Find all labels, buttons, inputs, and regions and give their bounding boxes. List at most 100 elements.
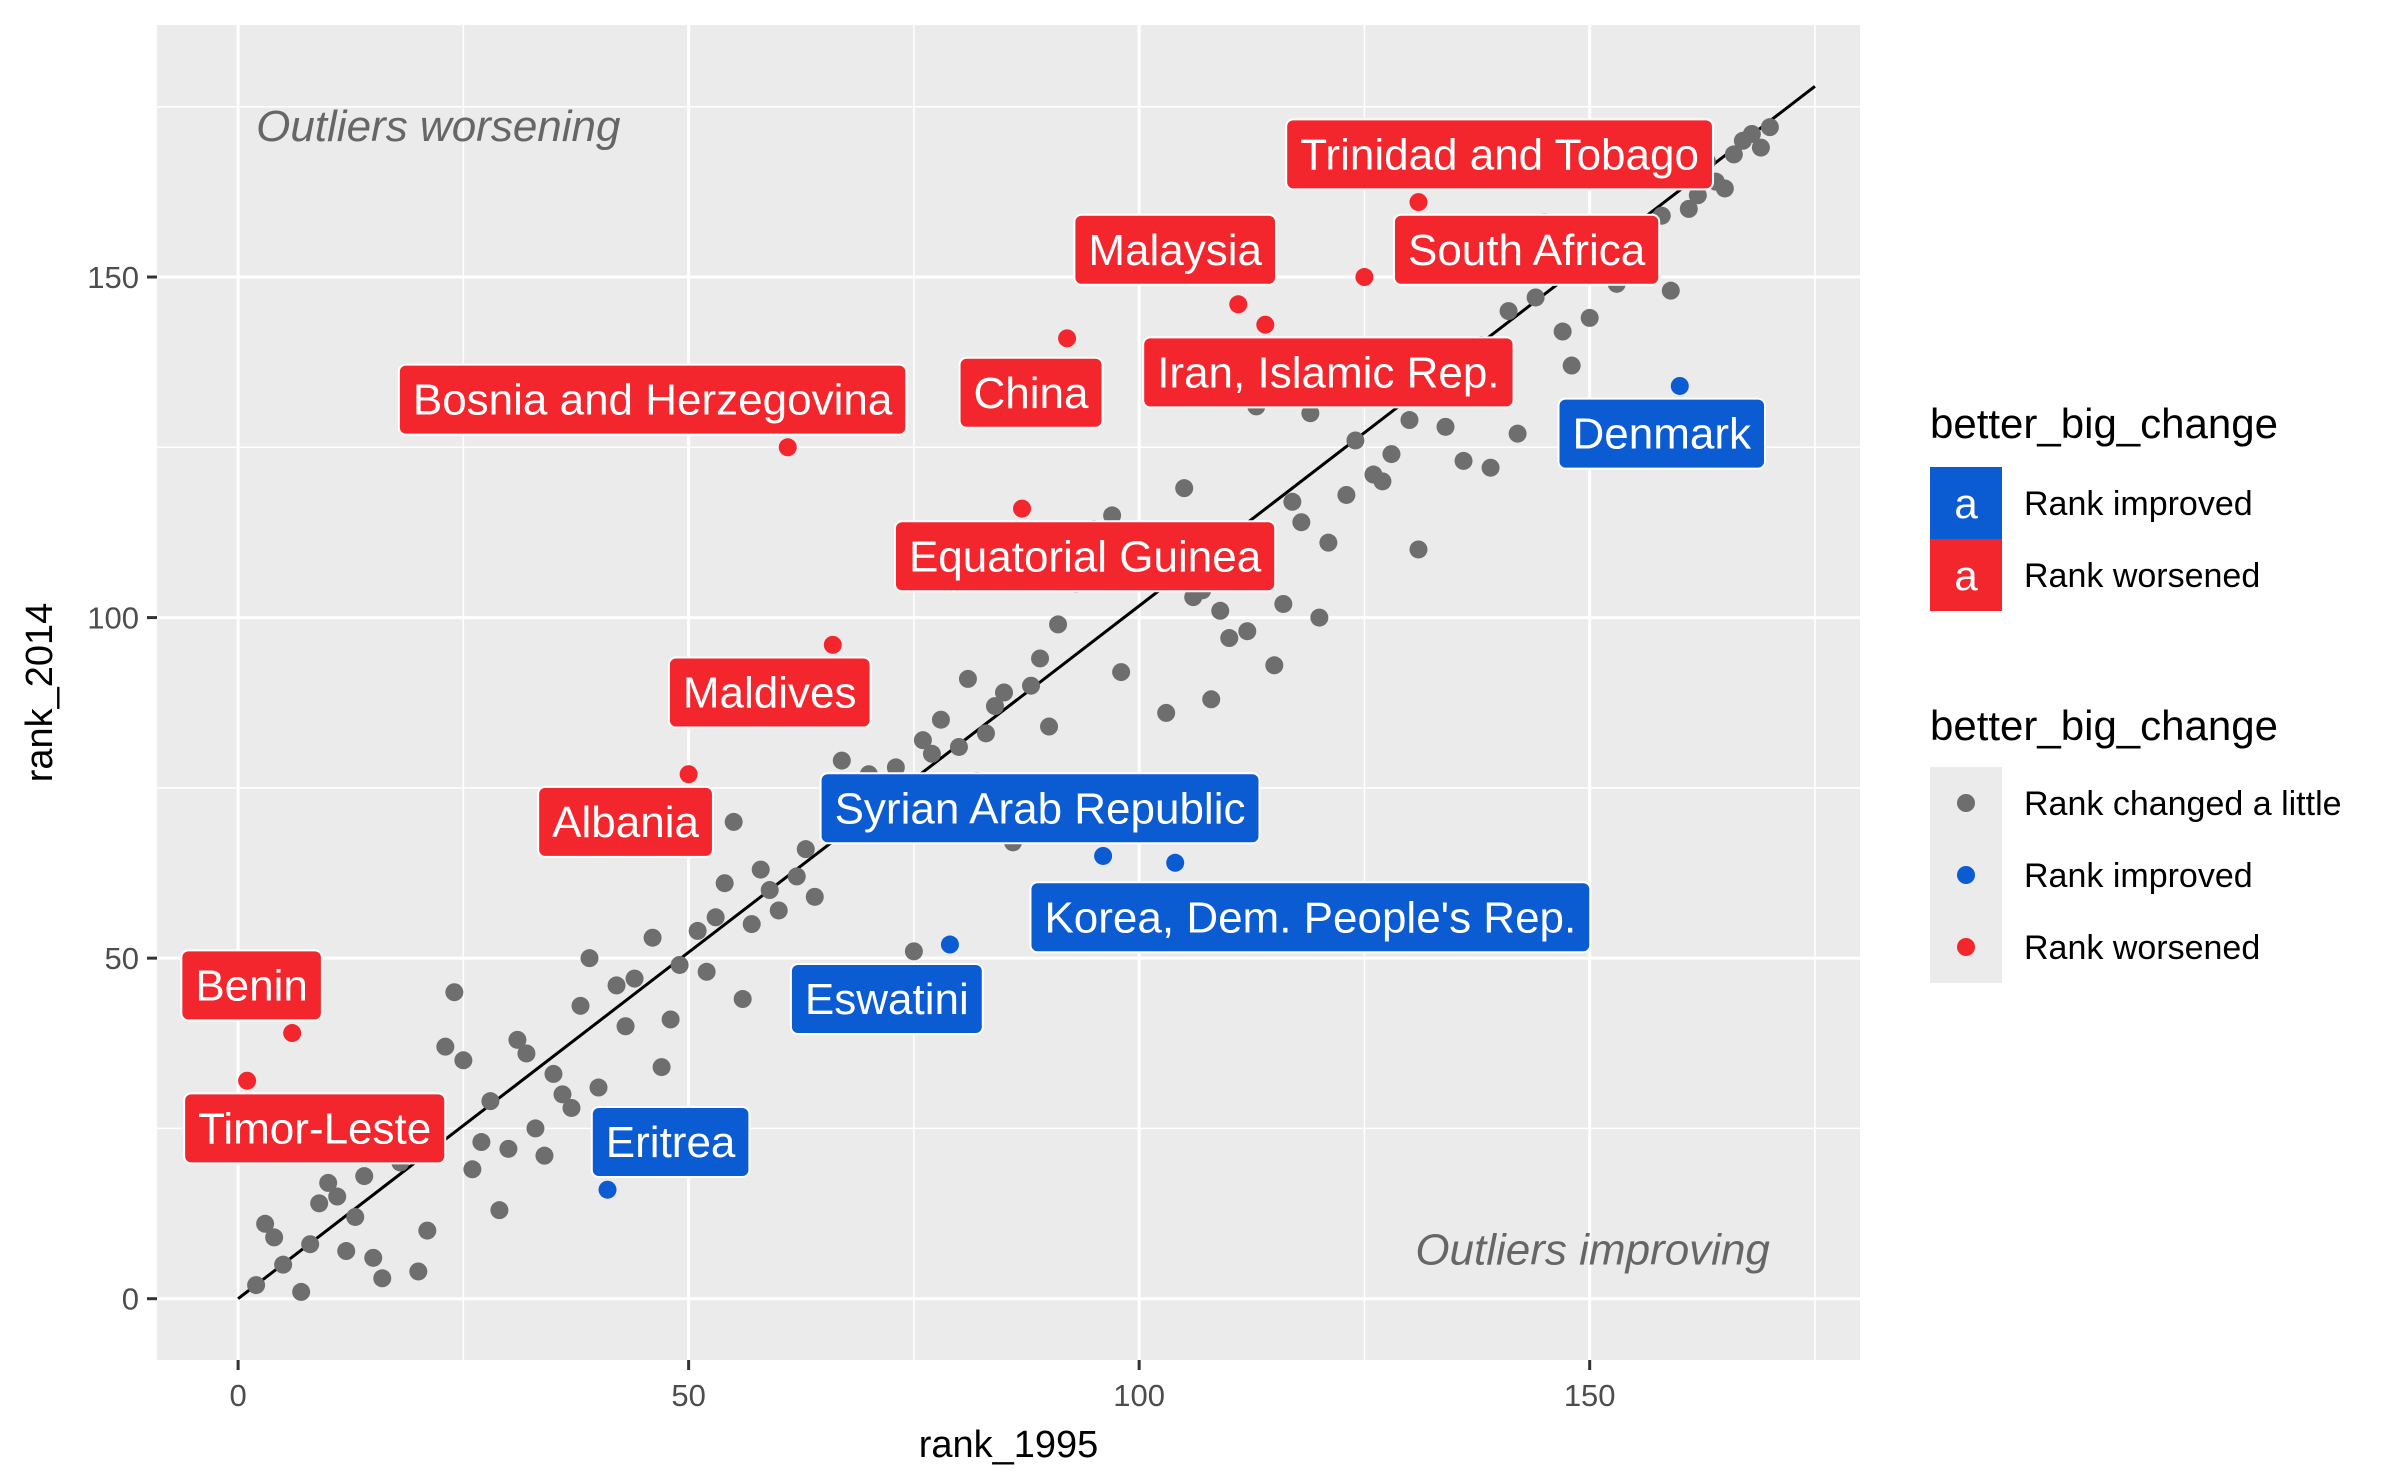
data-point-rank-changed-a-little xyxy=(976,724,995,743)
label-maldives: Maldives xyxy=(667,656,872,729)
data-point-rank-changed-a-little xyxy=(1103,506,1122,525)
legend-glyph: a xyxy=(1954,480,1978,527)
data-point-rank-changed-a-little xyxy=(571,996,590,1015)
data-point-rank-changed-a-little xyxy=(355,1167,374,1186)
data-point-rank-changed-a-little xyxy=(337,1242,356,1261)
label-china: China xyxy=(958,356,1104,429)
data-point-rank-changed-a-little xyxy=(1409,540,1428,559)
data-point-rank-improved xyxy=(1094,846,1113,865)
data-point-rank-changed-a-little xyxy=(706,908,725,927)
legend-title-fill: better_big_change xyxy=(1930,400,2278,447)
x-tick-label: 50 xyxy=(671,1378,705,1413)
label-bosnia-and-herzegovina: Bosnia and Herzegovina xyxy=(397,363,908,436)
data-point-rank-changed-a-little xyxy=(1562,356,1581,375)
label-text: South Africa xyxy=(1408,226,1646,275)
label-text: Denmark xyxy=(1573,410,1752,459)
data-point-rank-worsened xyxy=(778,438,797,457)
data-point-rank-changed-a-little xyxy=(670,955,689,974)
label-box xyxy=(1142,336,1515,409)
data-point-rank-changed-a-little xyxy=(886,758,905,777)
label-denmark: Denmark xyxy=(1557,397,1767,470)
data-point-rank-changed-a-little xyxy=(553,1085,572,1104)
data-point-rank-changed-a-little xyxy=(607,976,626,995)
data-point-rank-changed-a-little xyxy=(517,1044,536,1063)
y-tick-label: 100 xyxy=(87,601,139,636)
data-point-rank-changed-a-little xyxy=(715,874,734,893)
label-text: Benin xyxy=(195,961,308,1010)
label-text: China xyxy=(974,369,1089,418)
data-point-rank-changed-a-little xyxy=(1751,138,1770,157)
data-point-rank-worsened xyxy=(1013,499,1032,518)
data-point-rank-changed-a-little xyxy=(1508,424,1527,443)
data-point-rank-worsened xyxy=(1229,295,1248,314)
y-tick-label: 150 xyxy=(87,260,139,295)
label-iran-islamic-rep: Iran, Islamic Rep. xyxy=(1142,336,1515,409)
data-point-rank-changed-a-little xyxy=(1661,281,1680,300)
label-timor-leste: Timor-Leste xyxy=(183,1092,447,1165)
data-point-rank-changed-a-little xyxy=(418,1221,437,1240)
data-point-rank-changed-a-little xyxy=(1580,308,1599,327)
data-point-rank-changed-a-little xyxy=(751,860,770,879)
legend-label-rank-improved: Rank improved xyxy=(2024,485,2253,523)
y-tick-label: 0 xyxy=(122,1282,139,1317)
label-malaysia: Malaysia xyxy=(1073,213,1278,286)
data-point-rank-changed-a-little xyxy=(769,901,788,920)
data-point-rank-changed-a-little xyxy=(472,1133,491,1152)
data-point-rank-changed-a-little xyxy=(292,1282,311,1301)
data-point-rank-changed-a-little xyxy=(697,962,716,981)
data-point-rank-changed-a-little xyxy=(787,867,806,886)
label-south-africa: South Africa xyxy=(1392,213,1661,286)
data-point-rank-changed-a-little xyxy=(1157,703,1176,722)
legend-label-rank-improved: Rank improved xyxy=(2024,857,2253,895)
label-box xyxy=(789,963,984,1036)
label-albania: Albania xyxy=(537,785,714,858)
data-point-rank-changed-a-little xyxy=(454,1051,473,1070)
data-point-rank-changed-a-little xyxy=(760,881,779,900)
data-point-rank-changed-a-little xyxy=(1211,601,1230,620)
data-point-rank-changed-a-little xyxy=(1688,186,1707,205)
x-axis-title: rank_1995 xyxy=(919,1424,1099,1466)
data-point-rank-changed-a-little xyxy=(562,1098,581,1117)
data-point-rank-changed-a-little xyxy=(724,812,743,831)
data-point-rank-changed-a-little xyxy=(994,683,1013,702)
data-point-rank-changed-a-little xyxy=(481,1092,500,1111)
label-syrian-arab-republic: Syrian Arab Republic xyxy=(819,772,1261,845)
data-point-rank-changed-a-little xyxy=(409,1262,428,1281)
data-point-rank-worsened xyxy=(1355,268,1374,287)
data-point-rank-changed-a-little xyxy=(364,1248,383,1267)
label-box xyxy=(397,363,908,436)
label-text: Equatorial Guinea xyxy=(909,532,1262,581)
label-text: Maldives xyxy=(683,669,857,718)
data-point-rank-changed-a-little xyxy=(1265,656,1284,675)
data-point-rank-improved xyxy=(940,935,959,954)
x-tick-label: 100 xyxy=(1113,1378,1165,1413)
point-labels: Trinidad and Tobago Malaysia South Africa B… xyxy=(180,118,1767,1179)
annotation-outliers-improving: Outliers improving xyxy=(1415,1226,1770,1275)
data-point-rank-changed-a-little xyxy=(1274,594,1293,613)
data-point-rank-changed-a-little xyxy=(436,1037,455,1056)
x-tick-label: 0 xyxy=(229,1378,246,1413)
data-point-rank-changed-a-little xyxy=(616,1017,635,1036)
data-point-rank-improved xyxy=(1166,853,1185,872)
legend-label-rank-worsened: Rank worsened xyxy=(2024,557,2260,595)
data-point-rank-changed-a-little xyxy=(913,731,932,750)
data-point-rank-changed-a-little xyxy=(1724,145,1743,164)
data-point-rank-changed-a-little xyxy=(526,1119,545,1138)
data-point-rank-changed-a-little xyxy=(1526,288,1545,307)
data-point-rank-changed-a-little xyxy=(1220,629,1239,648)
data-point-rank-changed-a-little xyxy=(1436,417,1455,436)
data-point-rank-changed-a-little xyxy=(256,1214,275,1233)
data-point-rank-changed-a-little xyxy=(904,942,923,961)
data-point-rank-changed-a-little xyxy=(508,1030,527,1049)
data-point-rank-changed-a-little xyxy=(1715,179,1734,198)
data-point-rank-changed-a-little xyxy=(373,1269,392,1288)
data-point-rank-changed-a-little xyxy=(1553,322,1572,341)
data-point-rank-changed-a-little xyxy=(310,1194,329,1213)
data-point-rank-changed-a-little xyxy=(328,1187,347,1206)
data-point-rank-changed-a-little xyxy=(1346,431,1365,450)
data-point-rank-changed-a-little xyxy=(1742,124,1761,143)
label-trinidad-and-tobago: Trinidad and Tobago xyxy=(1285,118,1714,191)
data-point-rank-changed-a-little xyxy=(1481,458,1500,477)
data-point-rank-worsened xyxy=(679,765,698,784)
legend-key-rank-improved xyxy=(1930,467,2002,539)
